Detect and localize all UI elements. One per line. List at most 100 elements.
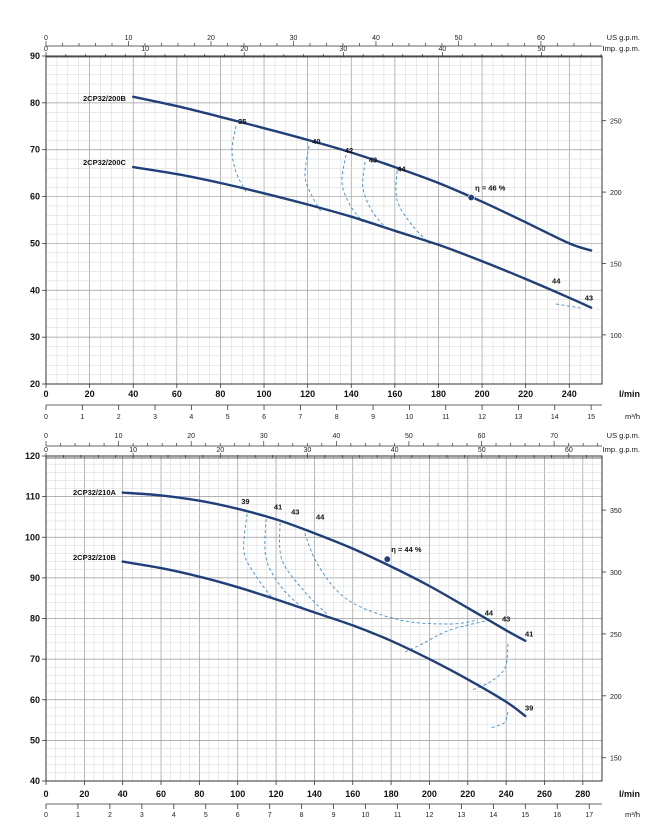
x-tick-label: 160 <box>387 389 402 399</box>
m3h-tick-label: 0 <box>44 414 48 421</box>
m3h-tick-label: 5 <box>204 812 208 819</box>
curve-name-label: 2CP32/200C <box>83 158 127 167</box>
right-tick-label: 150 <box>610 261 622 268</box>
y-tick-label: 110 <box>25 492 40 502</box>
right-tick-label: 300 <box>610 570 622 577</box>
m3h-tick-label: 3 <box>140 812 144 819</box>
top-axis-tick-label: 60 <box>537 35 545 42</box>
x-axis-unit: l/min <box>619 789 640 799</box>
top-axis-tick-label: 0 <box>44 46 48 53</box>
m3h-tick-label: 0 <box>44 812 48 819</box>
y-tick-label: 30 <box>30 332 40 342</box>
efficiency-label: 43 <box>291 508 299 517</box>
x-tick-label: 100 <box>257 389 272 399</box>
m3h-tick-label: 6 <box>236 812 240 819</box>
x-tick-label: 100 <box>230 789 245 799</box>
top-axis-tick-label: 10 <box>115 433 123 440</box>
m3h-tick-label: 12 <box>478 414 486 421</box>
x-tick-label: 120 <box>269 789 284 799</box>
top-axis-unit: Imp. g.p.m. <box>602 44 640 53</box>
y-tick-label: 50 <box>30 735 40 745</box>
y-tick-label: 70 <box>30 145 40 155</box>
x-tick-label: 260 <box>537 789 552 799</box>
m3h-tick-label: 14 <box>489 812 497 819</box>
top-axis-tick-label: 10 <box>125 35 133 42</box>
top-axis-tick-label: 20 <box>240 46 248 53</box>
x-tick-label: 140 <box>344 389 359 399</box>
y-tick-label: 90 <box>30 51 40 61</box>
m3h-tick-label: 3 <box>153 414 157 421</box>
m3h-tick-label: 10 <box>406 414 414 421</box>
curve-2CP32/210A <box>121 491 527 642</box>
y-tick-label: 60 <box>30 695 40 705</box>
x-tick-label: 60 <box>172 389 182 399</box>
efficiency-isoline <box>279 522 329 616</box>
efficiency-isoline <box>231 125 247 193</box>
x-tick-label: 220 <box>518 389 533 399</box>
curve-2CP32/200C <box>132 165 593 309</box>
y-tick-label: 50 <box>30 238 40 248</box>
m3h-tick-label: 7 <box>268 812 272 819</box>
top-axis-tick-label: 60 <box>565 447 573 454</box>
m3h-tick-label: 14 <box>551 414 559 421</box>
efficiency-label: 44 <box>316 512 325 521</box>
x-tick-label: 120 <box>300 389 315 399</box>
x-tick-label: 20 <box>85 389 95 399</box>
y-tick-label: 40 <box>30 285 40 295</box>
grid <box>45 55 603 385</box>
efficiency-label: 39 <box>241 497 249 506</box>
top-axis-tick-label: 0 <box>44 433 48 440</box>
top-axis-tick-label: 50 <box>405 433 413 440</box>
right-tick-label: 200 <box>610 190 622 197</box>
top-axis-unit: US g.p.m. <box>607 33 640 42</box>
right-tick-label: 150 <box>610 756 622 763</box>
efficiency-label: 43 <box>369 155 377 164</box>
y-tick-label: 70 <box>30 654 40 664</box>
m3h-unit: m³/h <box>625 810 640 819</box>
x-tick-label: 180 <box>384 789 399 799</box>
m3h-tick-label: 11 <box>394 812 401 819</box>
best-efficiency-point <box>383 555 391 563</box>
m3h-tick-label: 15 <box>587 414 595 421</box>
efficiency-label: 43 <box>585 294 593 303</box>
top-axis-tick-label: 10 <box>129 447 137 454</box>
best-efficiency-label: η = 44 % <box>391 545 422 554</box>
y-tick-label: 80 <box>30 614 40 624</box>
efficiency-label: 35 <box>238 117 246 126</box>
x-tick-label: 20 <box>79 789 89 799</box>
top-axis-tick-label: 30 <box>290 35 298 42</box>
top-axis-unit: Imp. g.p.m. <box>602 445 640 454</box>
top-axis-tick-label: 0 <box>44 447 48 454</box>
x-tick-label: 40 <box>118 789 128 799</box>
m3h-tick-label: 16 <box>553 812 561 819</box>
m3h-tick-label: 8 <box>300 812 304 819</box>
best-efficiency-point <box>467 194 475 202</box>
top-axis-tick-label: 40 <box>332 433 340 440</box>
m3h-tick-label: 4 <box>172 812 176 819</box>
best-efficiency-label: η = 46 % <box>475 184 506 193</box>
x-tick-label: 180 <box>431 389 446 399</box>
top-axis-tick-label: 70 <box>550 433 558 440</box>
efficiency-isoline <box>264 518 306 611</box>
y-tick-label: 40 <box>30 776 40 786</box>
efficiency-isoline <box>304 145 323 214</box>
curve-name-label: 2CP32/210B <box>73 553 117 562</box>
y-tick-label: 120 <box>25 451 40 461</box>
curve-name-label: 2CP32/200B <box>83 94 127 103</box>
x-tick-label: 80 <box>215 389 225 399</box>
m3h-tick-label: 2 <box>117 414 121 421</box>
m3h-unit: m³/h <box>625 412 640 421</box>
efficiency-isoline <box>243 513 273 599</box>
y-tick-label: 100 <box>25 532 40 542</box>
x-tick-label: 220 <box>460 789 475 799</box>
x-tick-label: 200 <box>475 389 490 399</box>
efficiency-label: 42 <box>345 146 353 155</box>
curve-name-label: 2CP32/210A <box>73 488 117 497</box>
efficiency-label: 40 <box>312 137 320 146</box>
m3h-tick-label: 10 <box>362 812 370 819</box>
m3h-tick-label: 15 <box>521 812 529 819</box>
y-tick-label: 20 <box>30 379 40 389</box>
